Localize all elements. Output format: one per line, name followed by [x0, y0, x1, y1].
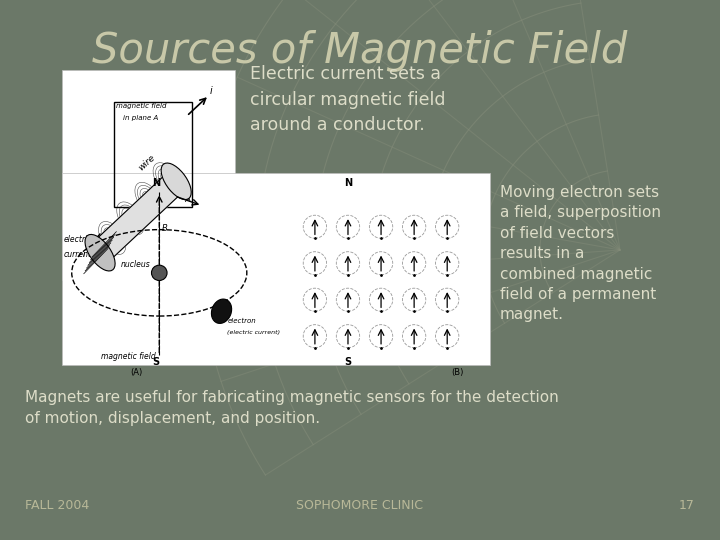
- Ellipse shape: [151, 265, 167, 280]
- Text: electric: electric: [64, 235, 92, 244]
- Text: A: A: [185, 195, 191, 204]
- Text: Sources of Magnetic Field: Sources of Magnetic Field: [92, 30, 628, 72]
- Text: nucleus: nucleus: [120, 260, 150, 269]
- Polygon shape: [93, 171, 183, 263]
- Text: Electric current sets a
circular magnetic field
around a conductor.: Electric current sets a circular magneti…: [250, 65, 446, 134]
- Text: S: S: [344, 357, 351, 367]
- Text: FALL 2004: FALL 2004: [25, 499, 89, 512]
- Text: B: B: [162, 224, 168, 233]
- Text: magnetic field: magnetic field: [101, 352, 156, 361]
- Text: (B): (B): [451, 368, 464, 376]
- Text: (electric current): (electric current): [228, 330, 281, 335]
- Ellipse shape: [212, 299, 232, 323]
- Text: in plane A: in plane A: [122, 116, 158, 122]
- Ellipse shape: [161, 163, 192, 200]
- Text: N: N: [153, 178, 161, 188]
- Text: S: S: [153, 357, 160, 367]
- FancyBboxPatch shape: [62, 173, 490, 365]
- Text: i: i: [210, 86, 212, 96]
- Text: wire: wire: [136, 153, 157, 173]
- Text: 17: 17: [679, 499, 695, 512]
- Text: electron: electron: [228, 318, 256, 324]
- Text: SOPHOMORE CLINIC: SOPHOMORE CLINIC: [297, 499, 423, 512]
- Text: (A): (A): [130, 368, 143, 376]
- Text: N: N: [344, 178, 352, 188]
- FancyBboxPatch shape: [62, 70, 235, 280]
- Text: i: i: [83, 250, 85, 259]
- Text: magnetic field: magnetic field: [116, 103, 166, 109]
- Text: Moving electron sets
a field, superposition
of field vectors
results in a
combin: Moving electron sets a field, superposit…: [500, 185, 661, 322]
- Text: current: current: [64, 250, 91, 259]
- Ellipse shape: [85, 234, 115, 271]
- Text: Magnets are useful for fabricating magnetic sensors for the detection
of motion,: Magnets are useful for fabricating magne…: [25, 390, 559, 426]
